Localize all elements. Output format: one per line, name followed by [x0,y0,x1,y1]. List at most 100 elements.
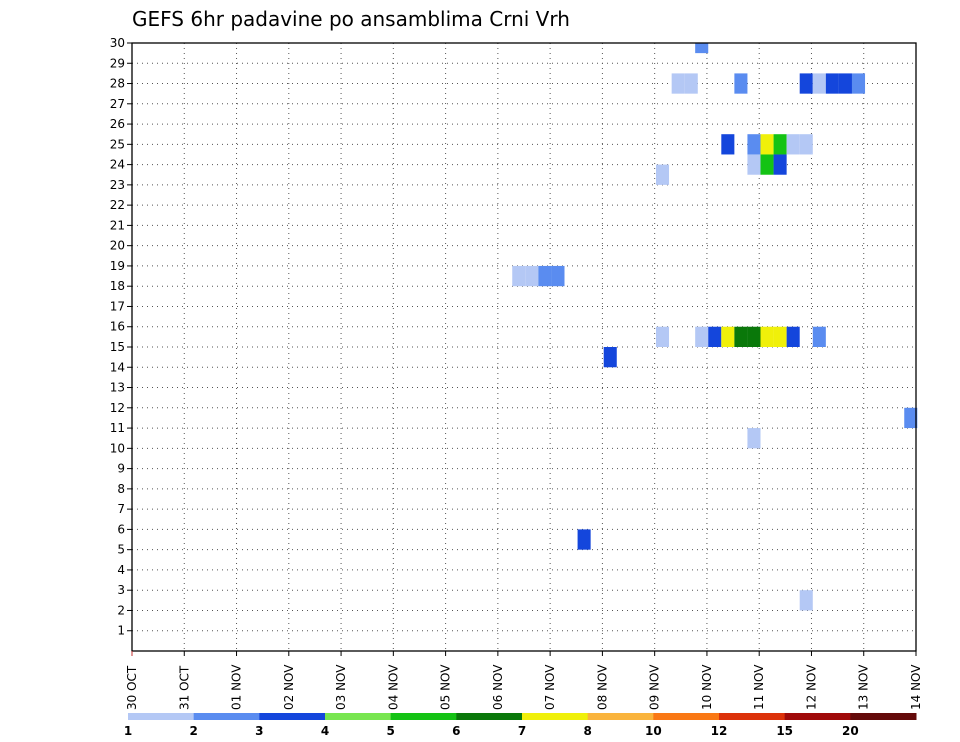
heatmap-cell [655,164,670,185]
colorbar-swatch [587,713,654,720]
heatmap-cell [773,154,787,175]
y-tick-label: 22 [110,198,125,212]
heatmap-cell [760,154,774,175]
colorbar-swatch [390,713,457,720]
y-tick-label: 28 [110,77,125,91]
colorbar-swatch [719,713,786,720]
y-tick-label: 7 [117,502,125,516]
x-tick-label: 02 NOV [282,664,296,710]
heatmap-cell [799,73,813,94]
heatmap-cell [760,134,774,155]
heatmap-cell [904,407,918,429]
colorbar-swatch [850,713,917,720]
colorbar-label: 6 [452,724,460,738]
x-tick-label: 31 OCT [177,665,191,710]
y-tick-label: 18 [110,279,125,293]
heatmap-cell [538,265,552,287]
heatmap-cell [799,134,813,155]
heatmap-cell [577,529,591,550]
x-tick-label: 10 NOV [700,664,714,710]
heatmap-cell [825,73,839,94]
heatmap-cells [512,43,918,611]
colorbar-swatch [784,713,851,720]
x-tick-label: 11 NOV [752,664,766,710]
y-tick-label: 5 [117,543,125,557]
colorbar-swatch [653,713,720,720]
colorbar-label: 7 [518,724,526,738]
heatmap-cell [695,43,709,54]
x-tick-label: 04 NOV [386,664,400,710]
y-tick-label: 9 [117,462,125,476]
y-tick-label: 6 [117,522,125,536]
heatmap-cell [838,73,852,94]
heatmap-cell [773,326,787,347]
colorbar-label: 15 [776,724,793,738]
heatmap-cell [671,73,685,94]
heatmap-cell [747,326,761,347]
y-tick-label: 14 [110,360,125,374]
y-tick-label: 13 [110,381,125,395]
x-tick-label: 12 NOV [804,664,818,710]
colorbar-label: 20 [842,724,859,738]
heatmap-cell [721,326,735,347]
heatmap-cell [812,73,826,94]
x-tick-label: 08 NOV [595,664,609,710]
x-tick-label: 30 OCT [125,665,139,710]
heatmap-cell [734,73,748,94]
heatmap-cell [747,154,761,175]
x-tick-label: 13 NOV [857,664,871,710]
colorbar-label: 12 [711,724,728,738]
y-axis: 1234567891011121314151617181920212223242… [110,36,132,638]
y-tick-label: 16 [110,320,125,334]
colorbar-swatch [456,713,523,720]
y-tick-label: 17 [110,299,125,313]
colorbar-label: 2 [189,724,197,738]
y-tick-label: 27 [110,97,125,111]
y-tick-label: 11 [110,421,125,435]
colorbar-label: 10 [645,724,662,738]
y-tick-label: 8 [117,482,125,496]
colorbar-label: 1 [124,724,132,738]
y-tick-label: 3 [117,583,125,597]
y-tick-label: 19 [110,259,125,273]
heatmap-cell [799,590,813,611]
y-tick-label: 25 [110,137,125,151]
colorbar-label: 3 [255,724,263,738]
chart-title: GEFS 6hr padavine po ansamblima Crni Vrh [132,7,570,31]
x-tick-label: 01 NOV [230,664,244,710]
heatmap-cell [708,326,722,347]
heatmap-cell [786,326,800,347]
heatmap-cell [655,326,670,347]
colorbar-swatch [522,713,589,720]
heatmap-cell [851,73,866,94]
y-tick-label: 4 [117,563,125,577]
heatmap-cell [603,347,617,368]
colorbar-swatch [193,713,260,720]
heatmap-cell [695,326,709,347]
heatmap-cell [747,134,761,155]
y-tick-label: 1 [117,624,125,638]
heatmap-cell [734,326,748,347]
y-tick-label: 2 [117,603,125,617]
colorbar-label: 5 [386,724,394,738]
heatmap-cell [684,73,698,94]
heatmap-cell [812,326,826,347]
heatmap-cell [721,134,735,155]
heatmap-cell [525,265,539,287]
colorbar-label: 4 [321,724,329,738]
colorbar-swatch [325,713,392,720]
heatmap-cell [747,428,761,449]
x-tick-label: 05 NOV [439,664,453,710]
y-tick-label: 20 [110,239,125,253]
y-tick-label: 15 [110,340,125,354]
y-tick-label: 10 [110,441,125,455]
colorbar-label: 8 [583,724,591,738]
colorbar: 1 2 3 4 5 6 7 8 10 12 15 20 [124,713,917,738]
x-tick-label: 07 NOV [543,664,557,710]
y-tick-label: 26 [110,117,125,131]
y-tick-label: 12 [110,401,125,415]
y-tick-label: 23 [110,178,125,192]
heatmap-cell [760,326,774,347]
y-tick-label: 29 [110,56,125,70]
